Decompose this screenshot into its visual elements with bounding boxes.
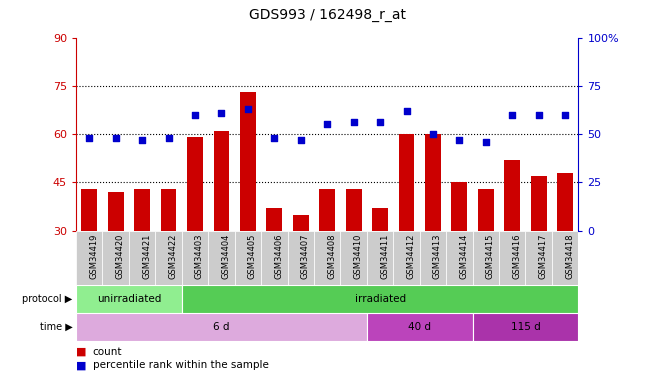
Bar <box>76 313 367 341</box>
Text: 6 d: 6 d <box>214 322 229 332</box>
Bar <box>155 231 182 285</box>
Point <box>163 135 174 141</box>
Bar <box>504 160 520 231</box>
Text: 115 d: 115 d <box>510 322 541 332</box>
Text: GSM34411: GSM34411 <box>380 233 389 279</box>
Bar <box>314 231 340 285</box>
Bar <box>340 231 367 285</box>
Bar <box>261 231 288 285</box>
Text: irradiated: irradiated <box>354 294 406 304</box>
Text: ■: ■ <box>76 347 87 357</box>
Bar <box>393 231 420 285</box>
Point <box>84 135 95 141</box>
Bar <box>161 189 176 231</box>
Text: GSM34413: GSM34413 <box>433 233 442 279</box>
Point <box>243 106 253 112</box>
Bar <box>420 231 446 285</box>
Bar <box>76 231 102 285</box>
Bar <box>266 208 282 231</box>
Bar <box>76 285 182 313</box>
Bar <box>525 231 552 285</box>
Text: GSM34420: GSM34420 <box>116 233 125 279</box>
Bar <box>552 231 578 285</box>
Point <box>375 120 385 126</box>
Point <box>137 137 147 143</box>
Bar <box>182 231 208 285</box>
Bar <box>108 192 124 231</box>
Bar <box>182 285 578 313</box>
Text: time ▶: time ▶ <box>40 322 73 332</box>
Bar <box>473 231 499 285</box>
Bar <box>499 231 525 285</box>
Point <box>481 139 491 145</box>
Bar <box>367 231 393 285</box>
Bar <box>235 231 261 285</box>
Text: GSM34421: GSM34421 <box>142 233 151 279</box>
Bar <box>319 189 335 231</box>
Point <box>428 131 438 137</box>
Bar <box>214 131 229 231</box>
Point <box>216 110 227 116</box>
Bar <box>531 176 547 231</box>
Bar <box>134 189 150 231</box>
Bar <box>102 231 129 285</box>
Text: GDS993 / 162498_r_at: GDS993 / 162498_r_at <box>249 9 406 22</box>
Text: protocol ▶: protocol ▶ <box>22 294 73 304</box>
Bar <box>451 182 467 231</box>
Bar <box>288 231 314 285</box>
Text: GSM34412: GSM34412 <box>407 233 416 279</box>
Point <box>295 137 306 143</box>
Bar <box>367 313 473 341</box>
Point <box>507 112 518 118</box>
Bar <box>293 214 309 231</box>
Text: GSM34406: GSM34406 <box>274 233 284 279</box>
Text: GSM34407: GSM34407 <box>301 233 310 279</box>
Bar <box>208 231 235 285</box>
Text: GSM34422: GSM34422 <box>169 233 178 279</box>
Text: GSM34418: GSM34418 <box>565 233 574 279</box>
Point <box>110 135 121 141</box>
Text: GSM34419: GSM34419 <box>89 233 98 279</box>
Bar <box>473 313 578 341</box>
Text: GSM34405: GSM34405 <box>248 233 257 279</box>
Bar <box>446 231 473 285</box>
Point <box>401 108 412 114</box>
Text: GSM34404: GSM34404 <box>221 233 231 279</box>
Point <box>560 112 570 118</box>
Bar <box>372 208 388 231</box>
Bar <box>478 189 494 231</box>
Text: GSM34415: GSM34415 <box>486 233 495 279</box>
Text: ■: ■ <box>76 360 87 370</box>
Text: 40 d: 40 d <box>408 322 431 332</box>
Point <box>322 122 332 128</box>
Text: GSM34408: GSM34408 <box>327 233 336 279</box>
Bar <box>129 231 155 285</box>
Text: unirradiated: unirradiated <box>97 294 161 304</box>
Point <box>190 112 200 118</box>
Bar <box>187 137 203 231</box>
Bar <box>399 134 414 231</box>
Point <box>454 137 465 143</box>
Point <box>269 135 280 141</box>
Bar <box>240 92 256 231</box>
Bar <box>557 172 573 231</box>
Text: GSM34414: GSM34414 <box>459 233 469 279</box>
Text: GSM34417: GSM34417 <box>539 233 548 279</box>
Text: GSM34403: GSM34403 <box>195 233 204 279</box>
Text: GSM34416: GSM34416 <box>512 233 522 279</box>
Text: percentile rank within the sample: percentile rank within the sample <box>93 360 268 370</box>
Bar <box>346 189 362 231</box>
Point <box>348 120 359 126</box>
Bar <box>81 189 97 231</box>
Point <box>533 112 544 118</box>
Text: count: count <box>93 347 122 357</box>
Text: GSM34410: GSM34410 <box>354 233 363 279</box>
Bar <box>425 134 441 231</box>
